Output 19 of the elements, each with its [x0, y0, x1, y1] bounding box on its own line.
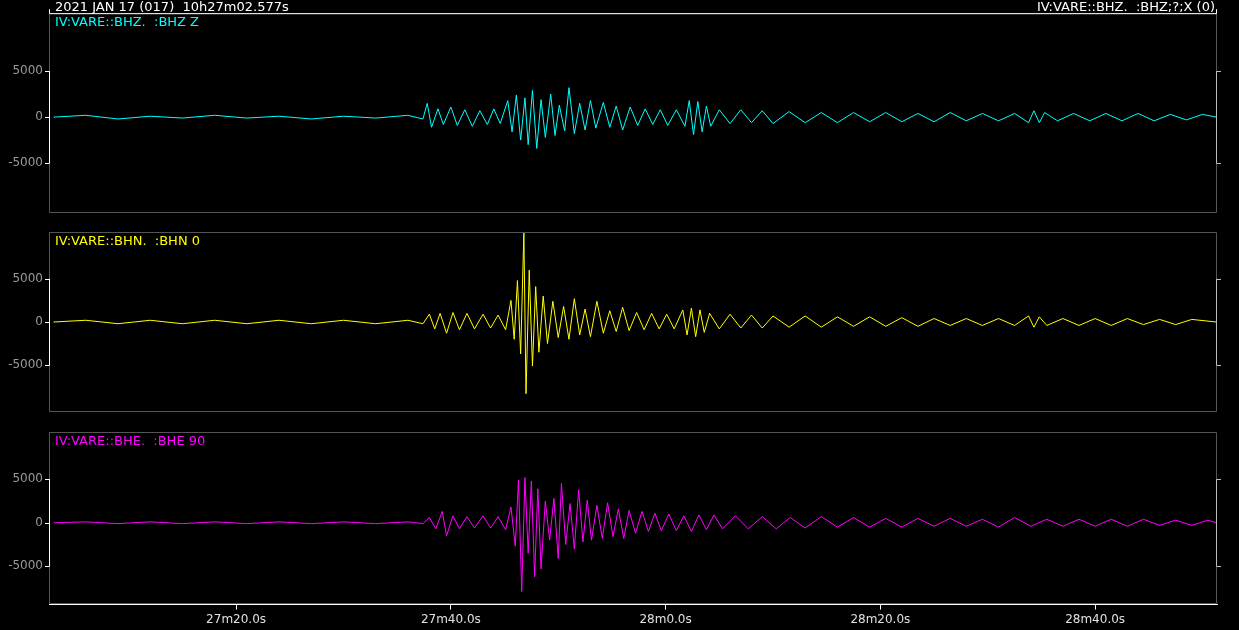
- x-tick-label: 28m20.0s: [850, 611, 911, 626]
- y-tick-label: 0: [35, 314, 43, 329]
- x-tick-label: 28m40.0s: [1065, 611, 1126, 626]
- y-tick-label: -5000: [8, 558, 43, 573]
- x-tick-label: 28m0.0s: [639, 611, 692, 626]
- y-tick-label: -5000: [8, 357, 43, 372]
- y-tick-label: -5000: [8, 155, 43, 170]
- y-tick-label: 5000: [12, 471, 43, 486]
- x-tick-label: 27m40.0s: [420, 611, 481, 626]
- text: IV:VARE::BHN. :BHN 0: [55, 233, 201, 249]
- chart-subtitle: IV:VARE::BHZ. :BHZ;?;X (0): [1036, 0, 1215, 15]
- y-tick-label: 5000: [12, 270, 43, 285]
- y-tick-label: 0: [35, 514, 43, 529]
- chart-title: 2021 JAN 17 (017) 10h27m02.577s: [55, 0, 289, 15]
- text: IV:VARE::BHE. :BHE 90: [55, 433, 206, 449]
- x-tick-label: 27m20.0s: [206, 611, 267, 626]
- y-tick-label: 5000: [12, 63, 43, 78]
- y-tick-label: 0: [35, 109, 43, 124]
- text: IV:VARE::BHZ. :BHZ Z: [55, 14, 200, 30]
